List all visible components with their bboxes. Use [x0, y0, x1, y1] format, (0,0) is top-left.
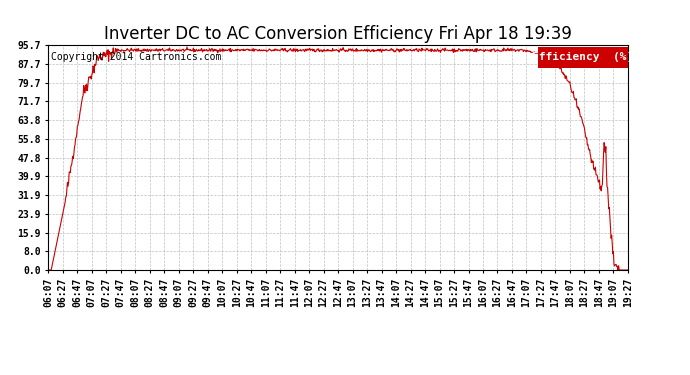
Title: Inverter DC to AC Conversion Efficiency Fri Apr 18 19:39: Inverter DC to AC Conversion Efficiency …	[104, 26, 572, 44]
Text: Copyright 2014 Cartronics.com: Copyright 2014 Cartronics.com	[51, 52, 221, 62]
